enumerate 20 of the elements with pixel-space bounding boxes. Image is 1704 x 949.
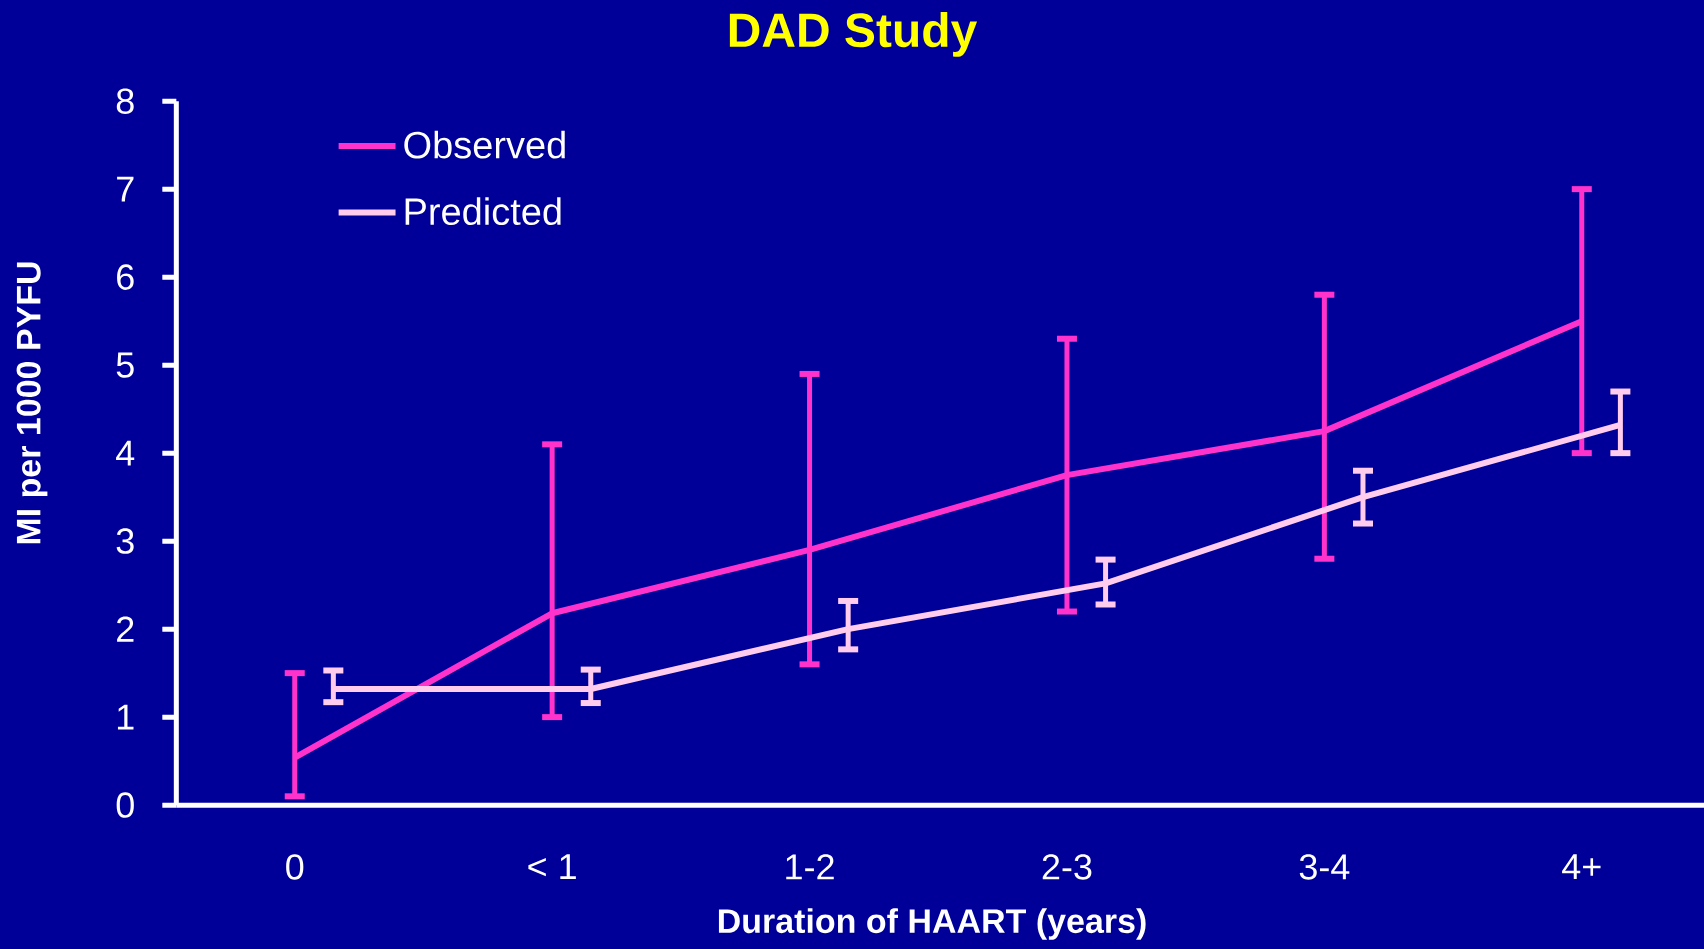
- x-tick-label: 4+: [1562, 854, 1601, 879]
- x-axis-title: Duration of HAART (years): [718, 908, 1146, 940]
- x-tick-label: < 1: [528, 854, 576, 879]
- chart-title: DAD Study: [729, 12, 978, 57]
- y-tick-label: 3: [116, 528, 134, 554]
- y-axis-title: MI per 1000 PYFU: [16, 262, 48, 544]
- y-tick-label: 6: [117, 264, 134, 290]
- y-tick-label: 4: [116, 440, 135, 466]
- x-tick-label: 0: [286, 854, 304, 880]
- y-tick-label: 5: [116, 352, 134, 378]
- y-tick-label: 1: [117, 704, 134, 730]
- x-tick-label: 2-3: [1042, 854, 1092, 880]
- y-tick-label: 2: [117, 616, 134, 642]
- y-tick-label: 8: [116, 88, 134, 114]
- x-tick-label: 1-2: [786, 854, 834, 880]
- legend-label: Observed: [404, 130, 565, 159]
- y-tick-label: 7: [117, 176, 134, 202]
- x-tick-label: 3-4: [1299, 854, 1350, 880]
- legend-label: Predicted: [405, 197, 561, 226]
- y-tick-label: 0: [116, 792, 134, 818]
